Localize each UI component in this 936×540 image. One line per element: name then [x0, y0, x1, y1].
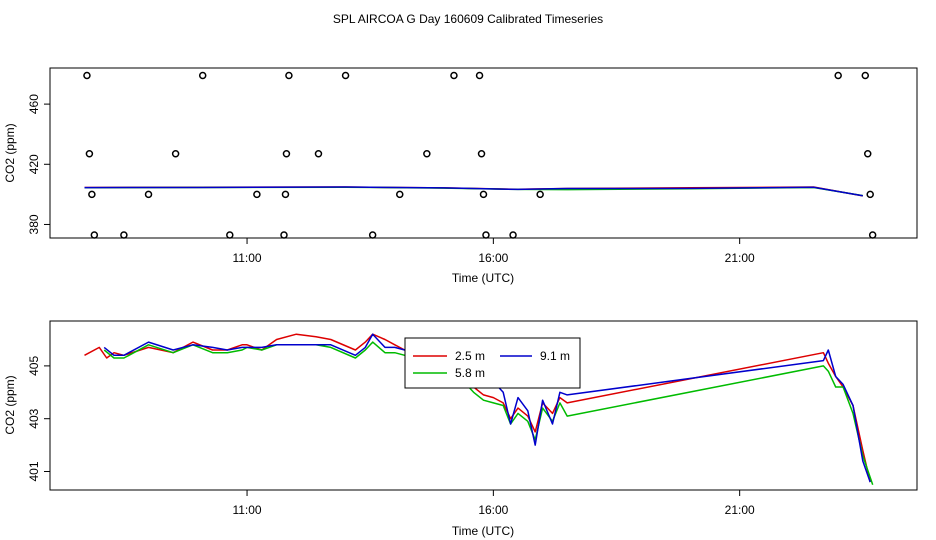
panel-top-frame	[49, 67, 918, 239]
panel-bottom-y-axis: 401 403 405	[27, 356, 50, 482]
y-tick-label-bottom-1: 403	[27, 408, 41, 428]
data-point-1	[85, 150, 94, 158]
data-point-18	[423, 150, 431, 158]
data-point-30	[868, 231, 877, 239]
data-point-29	[866, 190, 874, 199]
legend-box	[404, 337, 581, 389]
data-point-20	[475, 71, 484, 80]
data-point-17	[396, 190, 404, 199]
series-line-9-1-m-top	[84, 186, 863, 197]
data-point-21	[477, 150, 486, 158]
panel-top-x-axis: 11:00 16:00 21:00	[232, 238, 755, 265]
data-point-13	[285, 71, 293, 80]
y-tick-label-bottom-2: 405	[27, 356, 41, 376]
x-tick-label-top-2: 21:00	[725, 251, 755, 265]
y-tick-label-top-2: 460	[27, 94, 41, 114]
legend-label-9-1m: 9.1 m	[540, 349, 570, 363]
panel-top-y-axis: 380 420 460	[27, 94, 50, 234]
data-point-22	[479, 190, 488, 199]
legend: 2.5 m 9.1 m 5.8 m	[404, 337, 581, 389]
x-tick-label-bottom-1: 16:00	[478, 503, 508, 517]
data-point-25	[536, 190, 544, 199]
data-point-6	[171, 150, 180, 158]
data-point-14	[314, 150, 323, 158]
data-point-0	[83, 71, 91, 80]
data-point-2	[88, 190, 96, 199]
panel-top-x-label: Time (UTC)	[452, 271, 514, 285]
data-point-3	[90, 231, 99, 239]
panel-top-y-label: CO2 (ppm)	[3, 123, 17, 182]
figure-title: SPL AIRCOA G Day 160609 Calibrated Times…	[333, 12, 603, 26]
data-point-8	[226, 231, 234, 239]
panel-bottom-x-axis: 11:00 16:00 21:00	[232, 490, 755, 517]
data-point-16	[368, 231, 377, 239]
y-tick-label-top-1: 420	[27, 154, 41, 174]
data-point-23	[482, 231, 490, 239]
panel-top-points	[83, 71, 877, 239]
data-point-19	[450, 71, 458, 80]
data-point-11	[281, 190, 290, 199]
panel-top-series	[84, 186, 863, 197]
data-point-5	[144, 190, 153, 199]
x-tick-label-bottom-2: 21:00	[725, 503, 755, 517]
data-point-12	[282, 150, 291, 158]
data-point-10	[280, 231, 288, 239]
panel-bottom-x-label: Time (UTC)	[452, 524, 514, 538]
data-point-27	[861, 71, 870, 80]
panel-bottom: 11:00 16:00 21:00 401 403 405 Time (UTC) CO2…	[3, 320, 918, 538]
y-tick-label-bottom-0: 401	[27, 461, 41, 481]
data-point-28	[863, 150, 872, 158]
data-point-26	[834, 71, 842, 80]
panel-bottom-y-label: CO2 (ppm)	[3, 375, 17, 434]
data-point-9	[253, 190, 261, 199]
legend-label-5-8m: 5.8 m	[455, 366, 485, 380]
data-point-7	[198, 71, 207, 80]
x-tick-label-top-1: 16:00	[478, 251, 508, 265]
y-tick-label-top-0: 380	[27, 214, 41, 234]
legend-label-2-5m: 2.5 m	[455, 349, 485, 363]
x-tick-label-top-0: 11:00	[232, 251, 261, 265]
data-point-4	[120, 231, 128, 239]
data-point-24	[509, 231, 517, 239]
panel-top: 11:00 16:00 21:00 380 420 460 Time (UTC) CO2…	[3, 67, 918, 285]
data-point-15	[341, 71, 350, 80]
panel-bottom-frame	[49, 320, 918, 491]
x-tick-label-bottom-0: 11:00	[232, 503, 261, 517]
